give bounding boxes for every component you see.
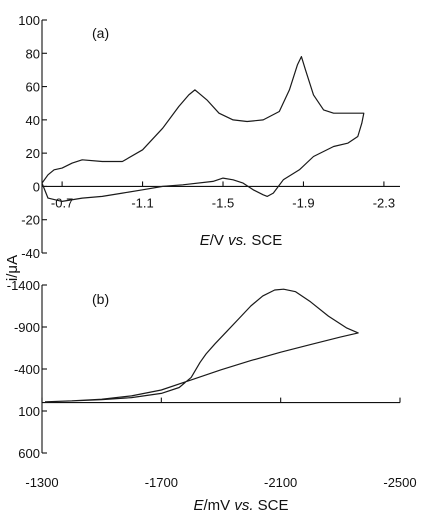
x-tick-label: -2100 xyxy=(264,475,297,490)
y-axis-title: i/μA xyxy=(4,255,21,281)
panel-label: (b) xyxy=(92,291,109,307)
panel-b: -1400 -900 -400 100 600 -1300 -1700 -2100 -2500 E… xyxy=(7,278,417,514)
y-tick-label: 600 xyxy=(18,446,40,461)
y-tick-label: 0 xyxy=(33,179,40,194)
y-tick-label: -400 xyxy=(14,362,40,377)
x-tick-label: -1300 xyxy=(25,475,58,490)
y-tick-label: -900 xyxy=(14,320,40,335)
panel-label: (a) xyxy=(92,25,109,41)
y-tick-label: -40 xyxy=(21,246,40,261)
x-tick-label: -2.3 xyxy=(373,195,395,210)
y-tick-label: 80 xyxy=(26,46,40,61)
voltammogram-curve xyxy=(44,288,359,403)
x-tick-label: -1700 xyxy=(145,475,178,490)
panel-a: 100 80 60 40 20 0 -20 -40 -0.7 -1.1 -1.5 -1.9 -2.3 E/… xyxy=(18,13,400,261)
x-tick-label: -1.5 xyxy=(212,195,234,210)
y-tick-label: -1400 xyxy=(7,278,40,293)
y-tick-label: 20 xyxy=(26,146,40,161)
x-tick-label: -1.1 xyxy=(131,195,153,210)
y-tick-label: -20 xyxy=(21,213,40,228)
x-tick-label: -0.7 xyxy=(51,195,73,210)
x-tick-label: -1.9 xyxy=(292,195,314,210)
x-tick-label: -2500 xyxy=(383,475,416,490)
x-axis-title: E/mV vs. SCE xyxy=(193,497,288,514)
x-axis-title: E/V vs. SCE xyxy=(200,232,283,249)
y-tick-label: 100 xyxy=(18,13,40,28)
y-tick-label: 40 xyxy=(26,113,40,128)
y-tick-label: 100 xyxy=(18,404,40,419)
y-tick-label: 60 xyxy=(26,80,40,95)
voltammogram-curve xyxy=(41,56,365,202)
